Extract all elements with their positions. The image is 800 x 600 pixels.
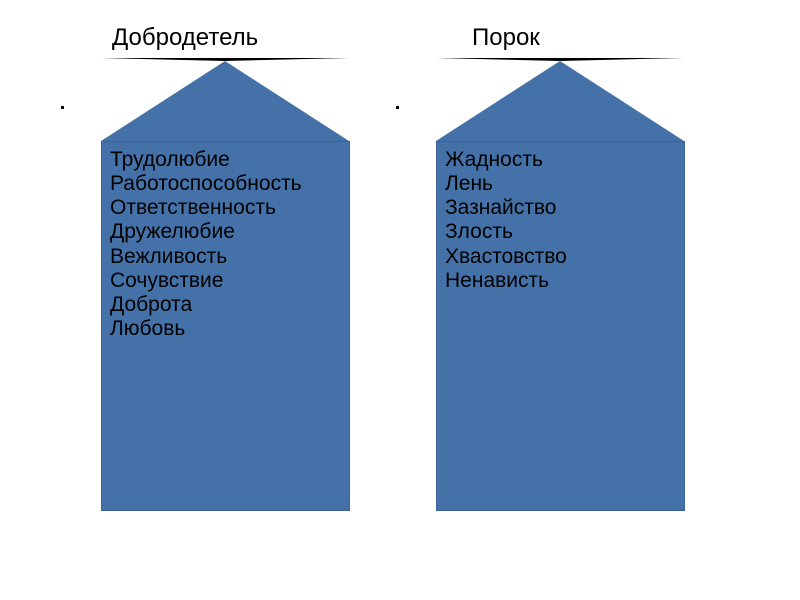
house-virtue: Трудолюбие Работоспособность Ответственн… [101,58,350,511]
list-item: Ответственность [110,196,341,220]
list-item: Трудолюбие [110,148,341,172]
list-item: Доброта [110,293,341,317]
list-item: Работоспособность [110,172,341,196]
dot-right [396,106,399,109]
dot-left [61,106,64,109]
body-virtue: Трудолюбие Работоспособность Ответственн… [101,141,350,511]
title-virtue: Добродетель [112,24,272,52]
list-item: Зазнайство [445,196,676,220]
list-item: Любовь [110,317,341,341]
list-item: Дружелюбие [110,220,341,244]
house-vice: Жадность Лень Зазнайство Злость Хвастовс… [436,58,685,511]
list-item: Ненависть [445,269,676,293]
roof-vice [436,58,684,141]
list-item: Жадность [445,148,676,172]
list-item: Вежливость [110,245,341,269]
roof-virtue [101,58,349,141]
list-item: Злость [445,220,676,244]
list-item: Лень [445,172,676,196]
body-vice: Жадность Лень Зазнайство Злость Хвастовс… [436,141,685,511]
list-item: Сочувствие [110,269,341,293]
title-vice: Порок [472,24,632,52]
list-item: Хвастовство [445,245,676,269]
